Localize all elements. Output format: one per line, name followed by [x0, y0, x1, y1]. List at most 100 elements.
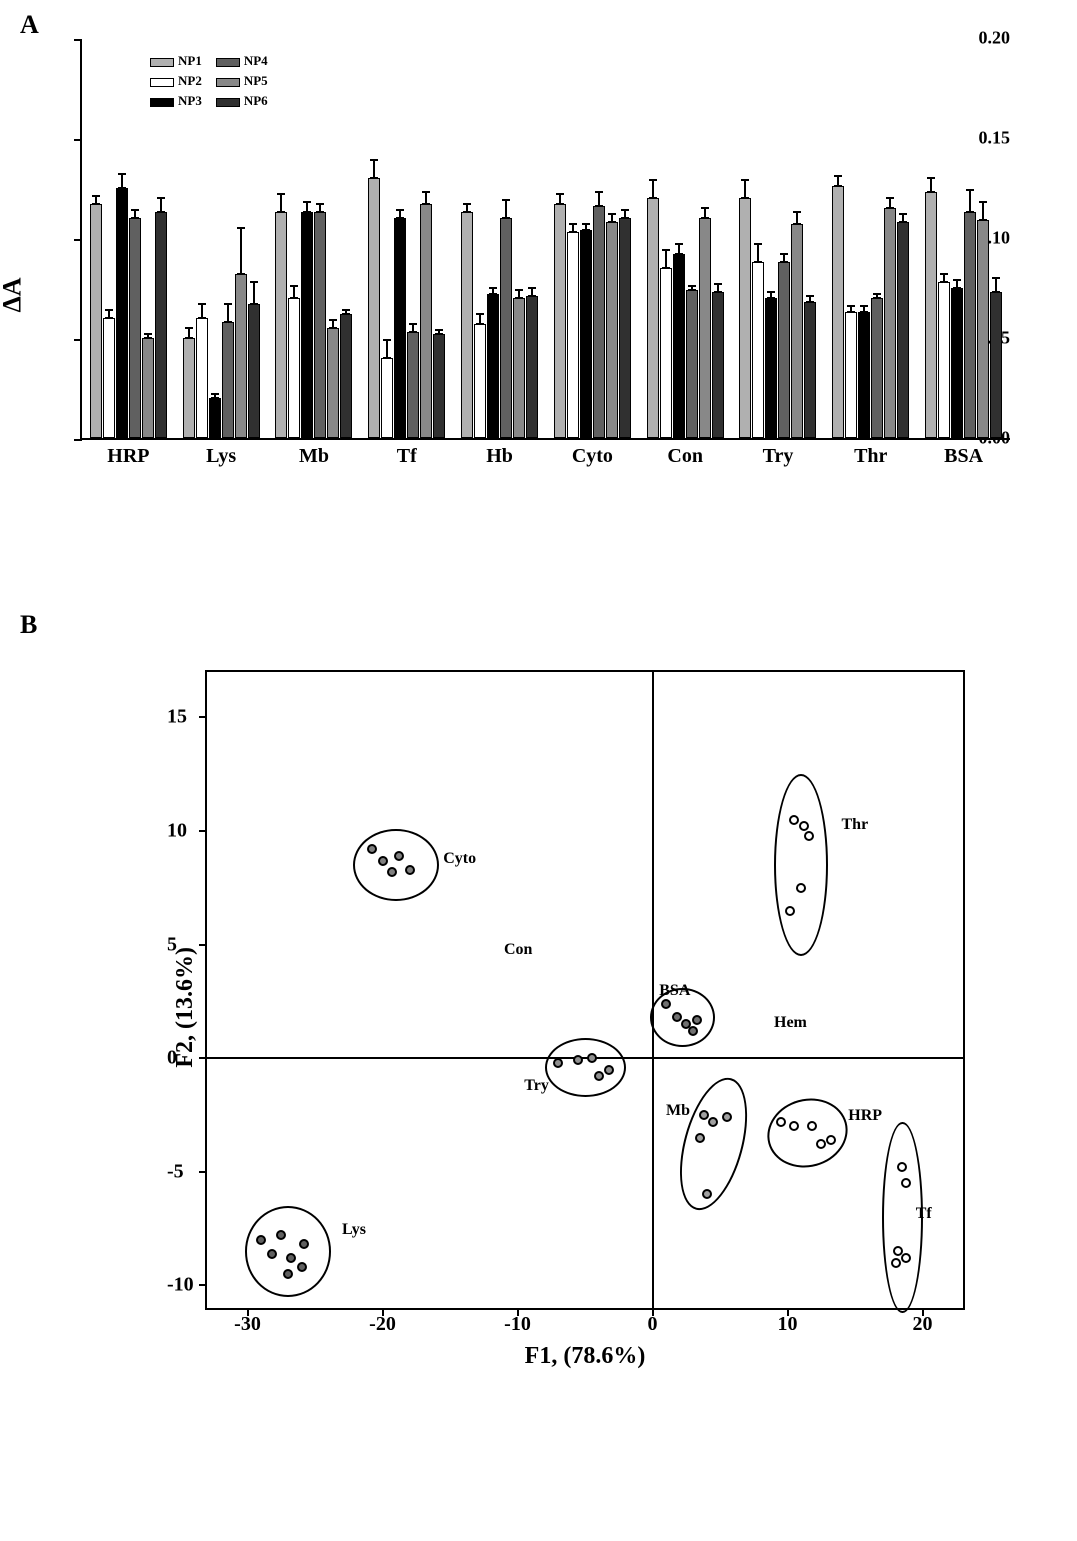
- error-bar: [585, 223, 587, 231]
- bar: [699, 218, 711, 438]
- bar: [90, 204, 102, 438]
- x-category-label: Tf: [360, 445, 453, 468]
- y-tickmark: [199, 1284, 207, 1286]
- error-bar: [332, 319, 334, 329]
- error-bar: [466, 203, 468, 213]
- error-bar: [783, 253, 785, 263]
- error-bar: [889, 197, 891, 209]
- bar: [580, 230, 592, 438]
- scatter-point: [299, 1239, 309, 1249]
- scatter-point: [394, 851, 404, 861]
- error-bar: [95, 195, 97, 205]
- error-bar: [425, 191, 427, 205]
- bar: [301, 212, 313, 438]
- error-bar: [611, 213, 613, 223]
- error-bar: [293, 285, 295, 299]
- bar: [314, 212, 326, 438]
- scatter-point: [286, 1253, 296, 1263]
- scatter-point: [283, 1269, 293, 1279]
- bar: [129, 218, 141, 438]
- error-bar: [665, 249, 667, 269]
- bar: [368, 178, 380, 438]
- bar: [116, 188, 128, 438]
- panel-b-scatter-chart: F2, (13.6%) F1, (78.6%) -30-20-1001020-1…: [205, 670, 965, 1390]
- error-bar: [559, 193, 561, 205]
- bar: [474, 324, 486, 438]
- error-bar: [863, 305, 865, 313]
- x-tick-label: -30: [234, 1313, 261, 1336]
- bar-groups-container: [82, 40, 1010, 438]
- bar-group: [268, 40, 361, 438]
- bar: [155, 212, 167, 438]
- bar: [554, 204, 566, 438]
- error-bar: [809, 295, 811, 303]
- error-bar: [691, 285, 693, 291]
- error-bar: [757, 243, 759, 263]
- error-bar: [492, 287, 494, 295]
- x-labels-row: HRPLysMbTfHbCytoConTryThrBSA: [82, 445, 1010, 468]
- bar: [765, 298, 777, 438]
- bar-chart-plot-area: NP1NP4NP2NP5NP3NP6 0.000.050.100.150.20H…: [80, 40, 1010, 440]
- error-bar: [572, 223, 574, 233]
- bar: [407, 332, 419, 438]
- bar-group: [917, 40, 1010, 438]
- scatter-point: [699, 1110, 709, 1120]
- x-category-label: Con: [639, 445, 732, 468]
- scatter-point: [387, 867, 397, 877]
- error-bar: [518, 289, 520, 299]
- bar: [647, 198, 659, 438]
- scatter-point: [276, 1230, 286, 1240]
- bar: [433, 334, 445, 438]
- y-tick-label: -5: [167, 1160, 184, 1183]
- bar: [897, 222, 909, 438]
- bar: [673, 254, 685, 438]
- error-bar: [479, 313, 481, 325]
- error-bar: [876, 293, 878, 299]
- error-bar: [956, 279, 958, 289]
- scatter-point: [553, 1058, 563, 1068]
- error-bar: [253, 281, 255, 305]
- scatter-point: [789, 1121, 799, 1131]
- bar: [871, 298, 883, 438]
- panel-a-y-axis-label: ΔA: [0, 277, 28, 312]
- x-category-label: Mb: [268, 445, 361, 468]
- cluster-label: HRP: [848, 1107, 882, 1125]
- bar: [513, 298, 525, 438]
- error-bar: [850, 305, 852, 313]
- error-bar: [796, 211, 798, 225]
- scatter-point: [897, 1162, 907, 1172]
- bar: [500, 218, 512, 438]
- bar: [420, 204, 432, 438]
- cluster-label: Try: [524, 1077, 549, 1095]
- scatter-point: [807, 1121, 817, 1131]
- bar: [832, 186, 844, 438]
- error-bar: [624, 209, 626, 219]
- bar: [381, 358, 393, 438]
- error-bar: [505, 199, 507, 219]
- bar: [103, 318, 115, 438]
- y-tickmark: [199, 716, 207, 718]
- scatter-point: [789, 815, 799, 825]
- cluster-label: Mb: [666, 1102, 690, 1120]
- bar: [977, 220, 989, 438]
- bar-group: [453, 40, 546, 438]
- error-bar: [399, 209, 401, 219]
- error-bar: [412, 323, 414, 333]
- scatter-point: [297, 1262, 307, 1272]
- bar: [209, 398, 221, 438]
- bar: [686, 290, 698, 438]
- x-category-label: BSA: [917, 445, 1010, 468]
- scatter-point: [405, 865, 415, 875]
- cluster-label: BSA: [659, 982, 690, 1000]
- cluster-label: Tf: [916, 1205, 932, 1223]
- scatter-point: [594, 1071, 604, 1081]
- bar: [340, 314, 352, 438]
- y-tickmark: [199, 1057, 207, 1059]
- y-tick-label: 0: [167, 1047, 177, 1070]
- scatter-point: [785, 906, 795, 916]
- bar-group: [639, 40, 732, 438]
- zero-line-vertical: [652, 672, 654, 1308]
- cluster-label: Lys: [342, 1221, 366, 1239]
- scatter-point: [796, 883, 806, 893]
- x-tick-label: -20: [369, 1313, 396, 1336]
